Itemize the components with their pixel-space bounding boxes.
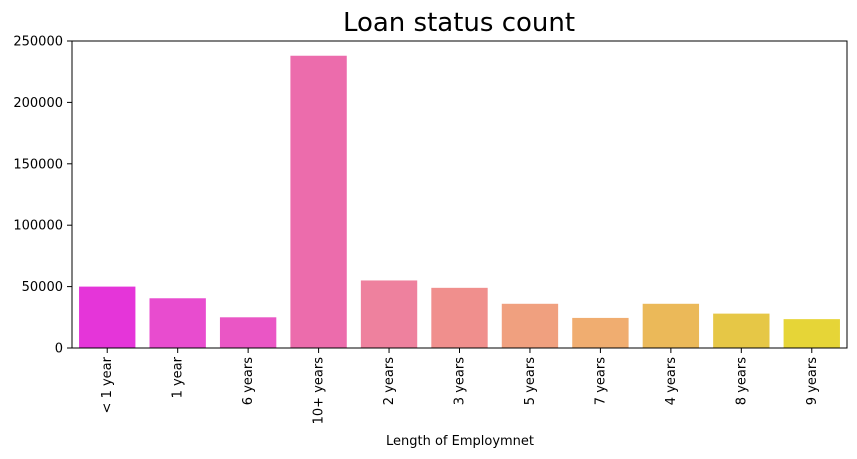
x-tick-label-7: 7 years [593,357,608,405]
y-tick-label-3: 150000 [13,157,63,172]
x-tick-label-4: 2 years [382,357,397,405]
x-axis-ticks: < 1 year 1 year 6 years 10+ years 2 years 3 y… [100,348,820,424]
bar-4 [360,280,418,348]
x-tick-label-10: 9 years [805,357,820,405]
y-axis-ticks: 0 50000 100000 150000 200000 250000 [13,35,72,357]
bar-10 [783,319,840,348]
x-tick-label-2: 6 years [241,357,256,405]
x-tick-label-9: 8 years [734,357,749,405]
x-tick-label-0: < 1 year [100,356,115,413]
bar-3 [290,55,347,349]
bar-8 [642,303,700,348]
chart-title: Loan status count [343,8,575,38]
x-tick-label-6: 5 years [523,357,538,405]
bar-0 [79,286,136,348]
x-tick-label-5: 3 years [453,357,468,405]
plot-frame [71,40,848,349]
bar-1 [149,298,206,348]
bar-9 [713,313,770,348]
x-tick-label-1: 1 year [171,356,186,398]
y-tick-label-5: 250000 [13,35,63,50]
y-tick-label-1: 50000 [22,280,63,295]
bars-group [79,55,840,349]
x-tick-label-8: 4 years [664,357,679,405]
bar-5 [431,287,488,348]
x-axis-label: Length of Employmnet [386,434,534,449]
bar-2 [219,317,277,348]
x-tick-label-3: 10+ years [312,357,327,425]
bar-7 [572,317,629,348]
y-tick-label-4: 200000 [13,96,63,111]
y-tick-label-2: 100000 [13,219,63,234]
y-tick-label-0: 0 [55,342,63,357]
bar-6 [501,303,559,348]
